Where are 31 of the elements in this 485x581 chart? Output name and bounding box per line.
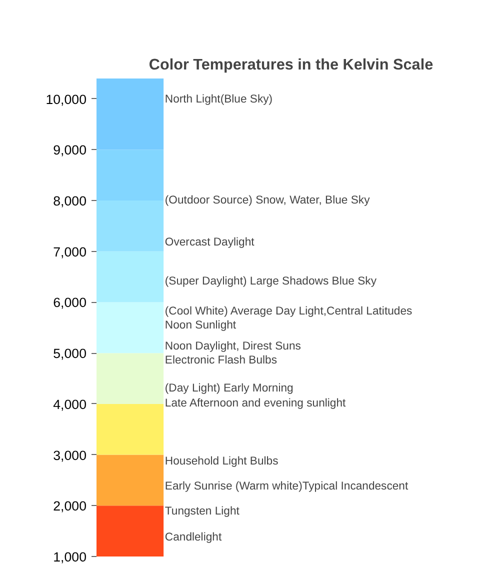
text: Color Temperatures in the Kelvin Scale <box>148 56 434 74</box>
text: Candlelight <box>164 532 222 544</box>
text: Late Afternoon and evening sunlight <box>164 398 347 410</box>
text: Tungsten Light <box>164 506 240 518</box>
text: Early Sunrise (Warm white)Typical Incandescent <box>164 480 409 492</box>
bar <box>96 200 164 252</box>
text: (Day Light) Early Morning <box>164 382 294 394</box>
y-tick-label: 2,000 <box>53 498 87 514</box>
text: Noon Sunlight <box>164 320 237 332</box>
bar <box>96 353 164 404</box>
y-tick-label: 7,000 <box>53 244 87 260</box>
y-tick-label: 3,000 <box>53 448 87 463</box>
y-tick-label: 4,000 <box>53 396 87 412</box>
y-tick-label: 6,000 <box>53 295 87 310</box>
y-tick-label: 5,000 <box>53 346 87 362</box>
bar <box>96 251 164 302</box>
bar <box>96 454 164 506</box>
text: Electronic Flash Bulbs <box>164 354 278 366</box>
text: (Cool White) Average Day Light,Central Latitudes <box>164 306 412 318</box>
bar <box>96 302 164 354</box>
bar <box>96 404 164 455</box>
y-tick-label: 10,000 <box>46 92 86 107</box>
y-tick-label: 9,000 <box>53 142 87 158</box>
text: Household Light Bulbs <box>164 456 279 468</box>
text: North Light(Blue Sky) <box>164 94 273 106</box>
text: (Outdoor Source) Snow, Water, Blue Sky <box>164 194 370 206</box>
text: Overcast Daylight <box>164 236 256 248</box>
y-tick-label: 8,000 <box>53 194 87 209</box>
text: (Super Daylight) Large Shadows Blue Sky <box>164 276 377 288</box>
text: Noon Daylight, Direst Suns <box>164 340 302 352</box>
y-tick-label: 1,000 <box>53 550 87 564</box>
